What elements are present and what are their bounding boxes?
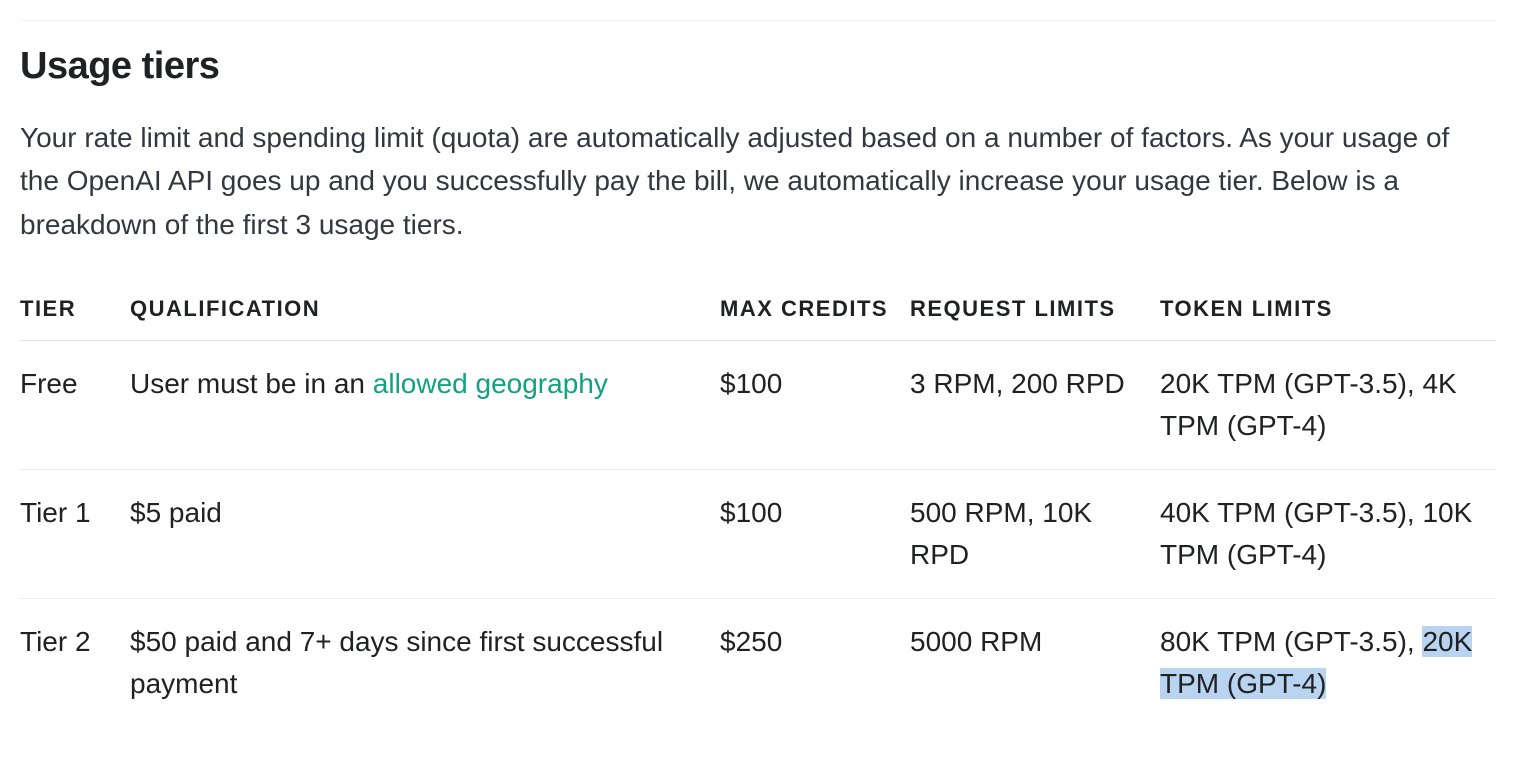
- usage-tiers-table: TIER QUALIFICATION MAX CREDITS REQUEST L…: [20, 282, 1496, 727]
- section-title: Usage tiers: [20, 45, 1496, 88]
- top-divider: [20, 20, 1496, 21]
- col-header-tier: TIER: [20, 282, 130, 341]
- cell-token-limits: 40K TPM (GPT-3.5), 10K TPM (GPT-4): [1160, 470, 1496, 599]
- cell-tier: Tier 2: [20, 599, 130, 728]
- cell-qualification: User must be in an allowed geography: [130, 341, 720, 470]
- section-intro: Your rate limit and spending limit (quot…: [20, 116, 1496, 246]
- cell-request-limits: 5000 RPM: [910, 599, 1160, 728]
- qualification-text-prefix: User must be in an: [130, 368, 373, 399]
- cell-max-credits: $100: [720, 470, 910, 599]
- table-header-row: TIER QUALIFICATION MAX CREDITS REQUEST L…: [20, 282, 1496, 341]
- allowed-geography-link[interactable]: allowed geography: [373, 368, 608, 399]
- cell-token-limits: 80K TPM (GPT-3.5), 20K TPM (GPT-4): [1160, 599, 1496, 728]
- cell-qualification: $50 paid and 7+ days since first success…: [130, 599, 720, 728]
- col-header-qualification: QUALIFICATION: [130, 282, 720, 341]
- cell-max-credits: $250: [720, 599, 910, 728]
- cell-tier: Free: [20, 341, 130, 470]
- cell-max-credits: $100: [720, 341, 910, 470]
- table-row-tier1: Tier 1 $5 paid $100 500 RPM, 10K RPD 40K…: [20, 470, 1496, 599]
- cell-tier: Tier 1: [20, 470, 130, 599]
- usage-tiers-section: Usage tiers Your rate limit and spending…: [20, 20, 1496, 727]
- col-header-request-limits: REQUEST LIMITS: [910, 282, 1160, 341]
- cell-request-limits: 500 RPM, 10K RPD: [910, 470, 1160, 599]
- table-row-free: Free User must be in an allowed geograph…: [20, 341, 1496, 470]
- cell-request-limits: 3 RPM, 200 RPD: [910, 341, 1160, 470]
- cell-qualification: $5 paid: [130, 470, 720, 599]
- table-row-tier2: Tier 2 $50 paid and 7+ days since first …: [20, 599, 1496, 728]
- token-limits-prefix: 80K TPM (GPT-3.5),: [1160, 626, 1422, 657]
- cell-token-limits: 20K TPM (GPT-3.5), 4K TPM (GPT-4): [1160, 341, 1496, 470]
- col-header-max-credits: MAX CREDITS: [720, 282, 910, 341]
- col-header-token-limits: TOKEN LIMITS: [1160, 282, 1496, 341]
